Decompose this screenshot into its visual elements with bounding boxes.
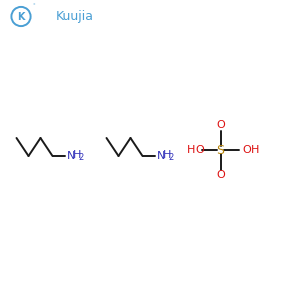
Text: 2: 2 — [78, 153, 83, 162]
Text: H: H — [73, 150, 81, 160]
Text: N: N — [157, 151, 165, 161]
Text: N: N — [67, 151, 75, 161]
Text: O: O — [195, 145, 204, 155]
Text: S: S — [217, 143, 224, 157]
Text: O: O — [242, 145, 251, 155]
Text: Kuujia: Kuujia — [56, 10, 94, 23]
Text: H: H — [251, 145, 259, 155]
Text: K: K — [17, 11, 25, 22]
Text: O: O — [216, 170, 225, 181]
Text: H: H — [187, 145, 195, 155]
Text: °: ° — [32, 3, 35, 8]
Text: H: H — [163, 150, 171, 160]
Text: 2: 2 — [168, 153, 173, 162]
Text: O: O — [216, 119, 225, 130]
